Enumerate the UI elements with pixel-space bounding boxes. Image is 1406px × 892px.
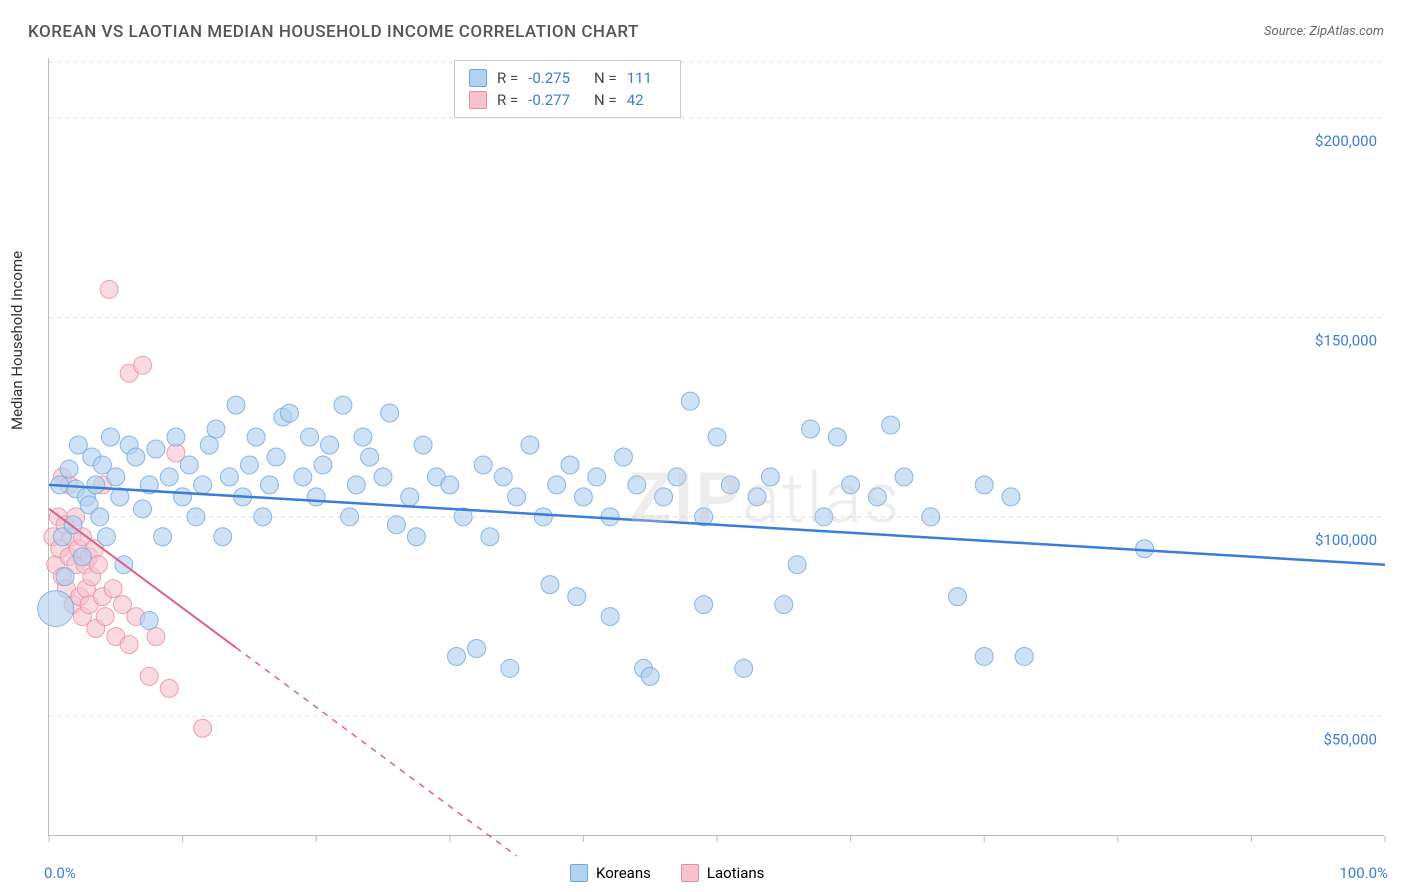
y-axis-label: Median Household Income xyxy=(8,251,26,430)
swatch-blue xyxy=(469,69,487,87)
chart-svg: $50,000 $100,000 $150,000 $200,000 xyxy=(49,58,1384,835)
svg-text:$50,000: $50,000 xyxy=(1323,730,1377,748)
n-value-1: 42 xyxy=(627,91,644,109)
legend-label-0: Koreans xyxy=(596,864,651,882)
r-value-1: -0.277 xyxy=(528,91,570,109)
r-label: R = xyxy=(497,91,518,109)
swatch-pink xyxy=(469,91,487,109)
stats-box: R = -0.275 N = 111 R = -0.277 N = 42 xyxy=(454,60,681,118)
plot-area: $50,000$100,000$150,000$200,000 ZIPatlas xyxy=(48,58,1384,836)
swatch-blue xyxy=(570,864,588,882)
source-label: Source: ZipAtlas.com xyxy=(1264,24,1384,39)
legend-label-1: Laotians xyxy=(707,864,765,882)
n-value-0: 111 xyxy=(627,69,652,87)
chart-container: KOREAN VS LAOTIAN MEDIAN HOUSEHOLD INCOM… xyxy=(0,0,1406,892)
svg-text:$150,000: $150,000 xyxy=(1315,331,1377,349)
chart-title: KOREAN VS LAOTIAN MEDIAN HOUSEHOLD INCOM… xyxy=(28,22,639,42)
svg-text:$200,000: $200,000 xyxy=(1315,132,1377,150)
x-tick-label-max: 100.0% xyxy=(1339,864,1388,882)
legend-item-0: Koreans xyxy=(570,864,651,882)
svg-text:$100,000: $100,000 xyxy=(1315,531,1377,549)
legend-item-1: Laotians xyxy=(681,864,765,882)
bottom-legend: Koreans Laotians xyxy=(570,864,764,882)
n-label: N = xyxy=(594,69,617,87)
x-tick-label-min: 0.0% xyxy=(44,864,76,882)
r-label: R = xyxy=(497,69,518,87)
stats-row-1: R = -0.277 N = 42 xyxy=(469,89,666,111)
n-label: N = xyxy=(594,91,617,109)
swatch-pink xyxy=(681,864,699,882)
stats-row-0: R = -0.275 N = 111 xyxy=(469,67,666,89)
r-value-0: -0.275 xyxy=(528,69,570,87)
